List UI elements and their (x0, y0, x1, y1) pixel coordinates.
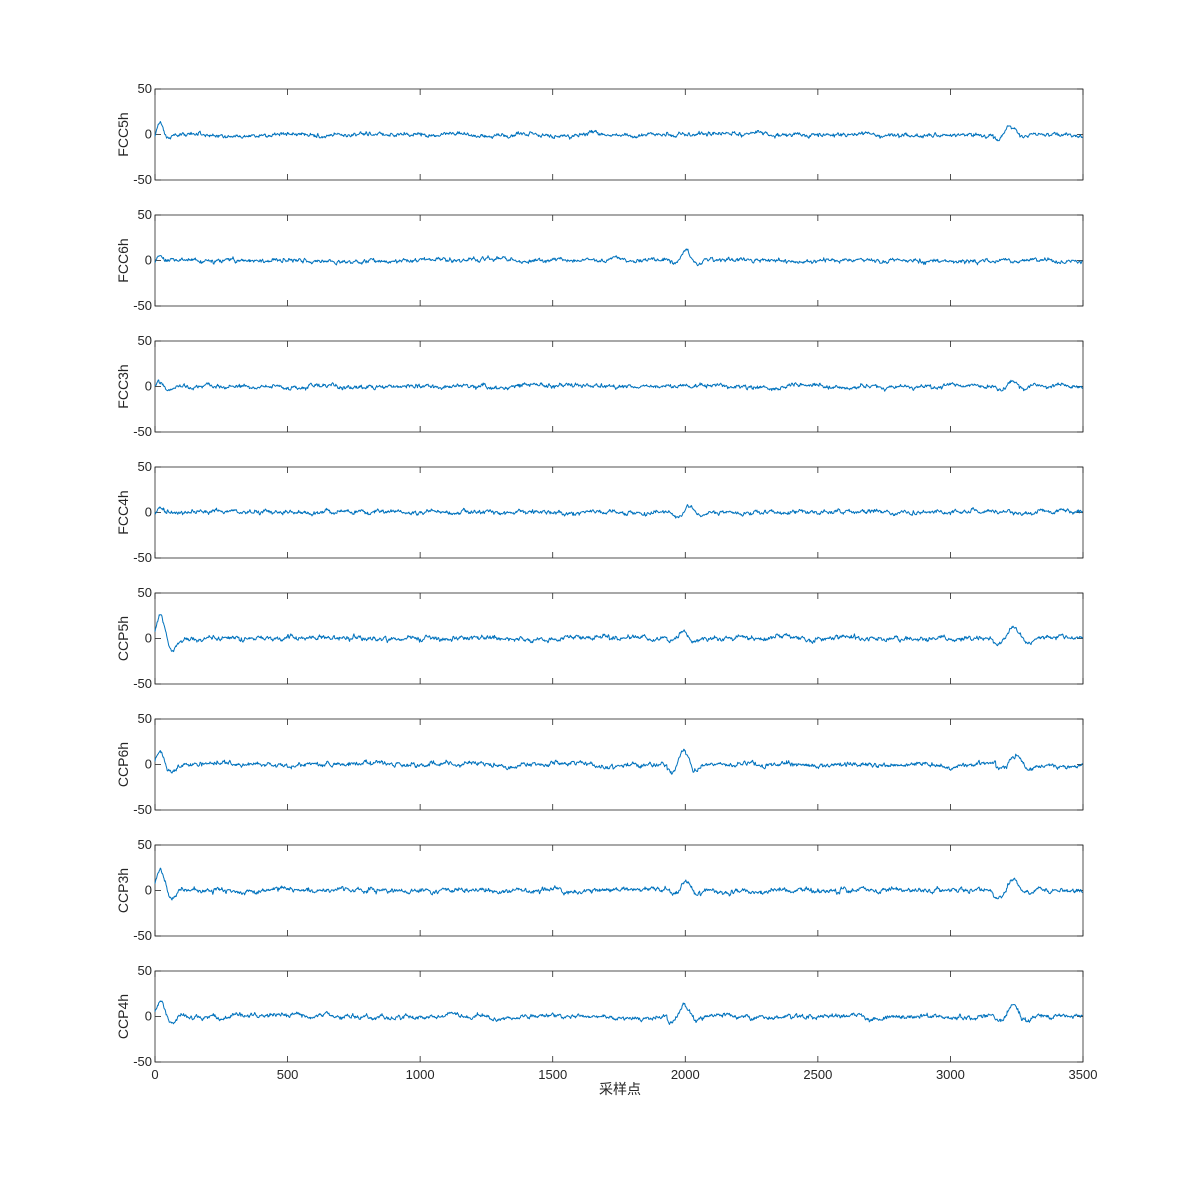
signal-line-ccp5h (154, 614, 1083, 653)
y-tick-label: 0 (145, 1009, 152, 1024)
y-tick-label: -50 (133, 298, 152, 313)
subplot-ccp5h: -50 0 50 CCP5h (115, 585, 1084, 691)
y-tick-label: 0 (145, 505, 152, 520)
subplot-fcc4h: -50 0 50 FCC4h (115, 459, 1084, 565)
subplot-ccp6h: -50 0 50 CCP6h (115, 711, 1084, 817)
axes-box (154, 718, 1084, 811)
y-tick-label: -50 (133, 172, 152, 187)
signal-line-fcc5h (154, 121, 1083, 142)
y-tick-label: 0 (145, 883, 152, 898)
y-tick-label: 0 (145, 253, 152, 268)
y-axis-label: FCC3h (115, 364, 131, 408)
y-tick-label: 0 (145, 631, 152, 646)
y-tick-label: 50 (138, 459, 152, 474)
x-tick-label: 0 (151, 1067, 158, 1082)
signal-line-ccp6h (154, 748, 1083, 775)
y-axis-label: FCC5h (115, 112, 131, 156)
y-axis-label: CCP6h (115, 742, 131, 787)
y-tick-label: -50 (133, 676, 152, 691)
y-axis-label: FCC6h (115, 238, 131, 282)
y-tick-label: -50 (133, 550, 152, 565)
y-tick-label: 50 (138, 333, 152, 348)
y-tick-label: -50 (133, 802, 152, 817)
x-tick-label: 500 (277, 1067, 299, 1082)
x-tick-label: 2000 (671, 1067, 700, 1082)
y-axis-label: CCP4h (115, 994, 131, 1039)
x-tick-label: 1000 (406, 1067, 435, 1082)
axes-box (154, 592, 1084, 685)
subplot-fcc5h: -50 0 50 FCC5h (115, 81, 1084, 187)
y-tick-label: 50 (138, 711, 152, 726)
x-axis-title: 采样点 (599, 1082, 641, 1098)
y-axis-label: CCP5h (115, 616, 131, 661)
x-tick-label: 1500 (538, 1067, 567, 1082)
signal-line-ccp4h (154, 1000, 1083, 1025)
x-tick-label: 3000 (936, 1067, 965, 1082)
signal-line-fcc6h (154, 248, 1083, 267)
y-tick-label: 0 (145, 757, 152, 772)
signal-line-ccp3h (154, 867, 1083, 901)
y-tick-label: 50 (138, 81, 152, 96)
y-axis-label: FCC4h (115, 490, 131, 534)
y-tick-label: 50 (138, 837, 152, 852)
y-axis-label: CCP3h (115, 868, 131, 913)
y-tick-label: 50 (138, 963, 152, 978)
subplot-ccp3h: -50 0 50 CCP3h (115, 837, 1084, 943)
subplot-fcc3h: -50 0 50 FCC3h (115, 333, 1084, 439)
y-tick-label: 50 (138, 585, 152, 600)
subplot-stack: -50050FCC5h-50050FCC6h-50050FCC3h-50050F… (115, 81, 1097, 1082)
signal-line-fcc4h (154, 504, 1083, 519)
subplot-fcc6h: -50 0 50 FCC6h (115, 207, 1084, 313)
y-tick-label: 0 (145, 127, 152, 142)
y-tick-label: -50 (133, 928, 152, 943)
y-tick-label: -50 (133, 424, 152, 439)
y-tick-label: -50 (133, 1054, 152, 1069)
signal-line-fcc3h (154, 379, 1083, 392)
x-tick-label: 3500 (1069, 1067, 1098, 1082)
y-tick-label: 50 (138, 207, 152, 222)
x-tick-label: 2500 (803, 1067, 832, 1082)
y-tick-label: 0 (145, 379, 152, 394)
